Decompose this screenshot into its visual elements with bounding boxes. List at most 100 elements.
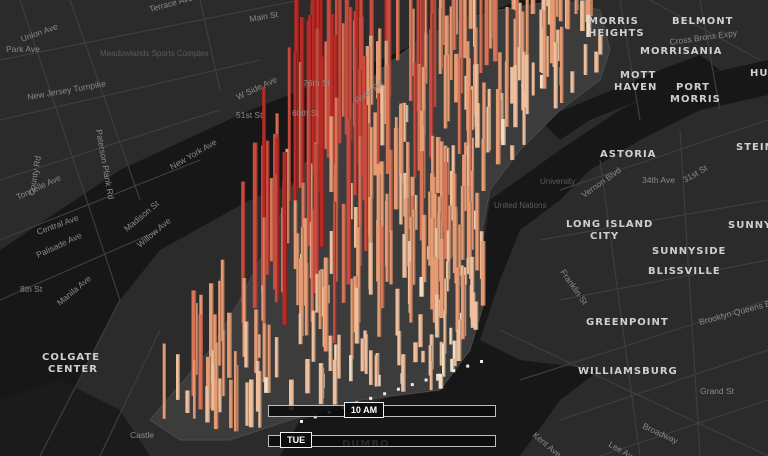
street-label: 76th St: [303, 78, 331, 88]
building-bar: [185, 390, 190, 413]
building-bar: [439, 141, 444, 233]
neighborhood-blissville: BLISSVILLE: [648, 266, 721, 277]
building-bar: [429, 361, 433, 391]
building-bar: [455, 267, 460, 332]
shore-marker: [383, 392, 387, 396]
building-bar: [227, 312, 232, 378]
building-bar: [450, 358, 455, 372]
building-bar: [435, 137, 441, 194]
road: [0, 59, 261, 121]
building-bar: [446, 230, 451, 280]
building-bar: [524, 54, 530, 115]
building-bar: [440, 238, 445, 319]
building-bar: [341, 203, 346, 303]
building-bar: [473, 301, 479, 330]
building-bar: [431, 135, 435, 191]
building-bar: [558, 0, 563, 22]
building-bar: [586, 14, 592, 38]
building-bar: [364, 105, 368, 252]
building-bar: [298, 313, 303, 345]
road: [0, 159, 201, 241]
road: [679, 129, 701, 456]
building-bar: [310, 209, 314, 322]
building-bar: [299, 258, 304, 336]
neighborhood-astoria: ASTORIA: [600, 149, 656, 160]
building-bar: [241, 181, 246, 324]
shore-marker: [480, 360, 483, 363]
street-label: Park Ave: [6, 44, 40, 54]
building-bar: [422, 0, 428, 50]
street-label: Grand St: [700, 386, 735, 396]
day-slider-thumb[interactable]: TUE: [280, 432, 313, 448]
building-bar: [513, 18, 518, 91]
building-bar: [566, 0, 571, 30]
road: [499, 329, 768, 456]
shore-marker: [452, 369, 456, 373]
building-bar: [457, 58, 462, 154]
building-bar: [410, 8, 415, 77]
building-bar: [513, 65, 518, 128]
building-bar: [315, 28, 320, 192]
building-bar: [501, 119, 506, 146]
road: [0, 109, 221, 181]
un-label: United Nations: [494, 201, 546, 210]
shore-marker: [424, 378, 428, 382]
building-bar: [552, 0, 556, 68]
neighborhood-mott-haven: MOTT HAVEN: [614, 70, 657, 93]
neighborhood-colgate-center: COLGATE CENTER: [42, 352, 100, 375]
building-bar: [479, 0, 483, 73]
time-slider-thumb[interactable]: 10 AM: [343, 402, 385, 418]
building-bar: [380, 226, 385, 309]
building-bar: [377, 93, 381, 223]
building-bar: [264, 377, 269, 393]
building-bar: [489, 0, 493, 49]
day-of-week-slider[interactable]: TUE: [268, 432, 496, 448]
street-label: 60th St: [292, 108, 320, 118]
shore-marker: [466, 364, 470, 368]
road: [619, 0, 641, 121]
building-bar: [413, 342, 418, 363]
building-bar: [379, 161, 385, 245]
building-bar: [438, 7, 443, 74]
building-bar: [333, 201, 337, 344]
building-bar: [214, 342, 219, 405]
building-bar: [449, 6, 453, 80]
street-label: 51st St: [236, 110, 263, 120]
building-bar: [218, 378, 222, 413]
building-bar: [493, 0, 498, 62]
street-label: 8th St: [20, 284, 43, 294]
building-bar: [256, 334, 261, 358]
neighborhood-long-island-city: LONG ISLAND CITY: [566, 219, 653, 242]
building-bar: [304, 262, 309, 336]
road: [19, 0, 121, 301]
time-of-day-slider[interactable]: 10 AM: [268, 402, 496, 418]
building-bar: [242, 278, 247, 357]
building-bar: [574, 0, 578, 14]
neighborhood-williamsburg: WILLIAMSBURG: [578, 366, 678, 377]
building-bar: [420, 66, 426, 135]
building-bar: [245, 382, 250, 426]
neighborhood-sunnyside-gardens: SUNNYS: [728, 220, 768, 231]
road: [599, 159, 641, 456]
building-bar: [262, 323, 267, 383]
building-bar: [311, 310, 316, 362]
building-bar: [413, 62, 417, 179]
building-bar: [213, 377, 219, 430]
building-bar: [350, 278, 354, 360]
neighborhood-labels: MORRIS HEIGHTS BELMONT MORRISANIA MOTT HAV…: [42, 16, 768, 450]
building-bar: [318, 270, 322, 330]
building-bar: [393, 127, 399, 210]
building-bar: [399, 173, 403, 225]
building-bar: [504, 61, 509, 127]
road: [519, 299, 768, 381]
building-bar: [364, 334, 369, 374]
building-bar: [470, 86, 475, 130]
building-bar: [318, 363, 324, 405]
building-bar: [466, 145, 470, 205]
building-bar: [580, 0, 585, 32]
building-bar: [461, 274, 465, 340]
building-bar: [443, 310, 447, 354]
building-bar: [449, 327, 453, 345]
